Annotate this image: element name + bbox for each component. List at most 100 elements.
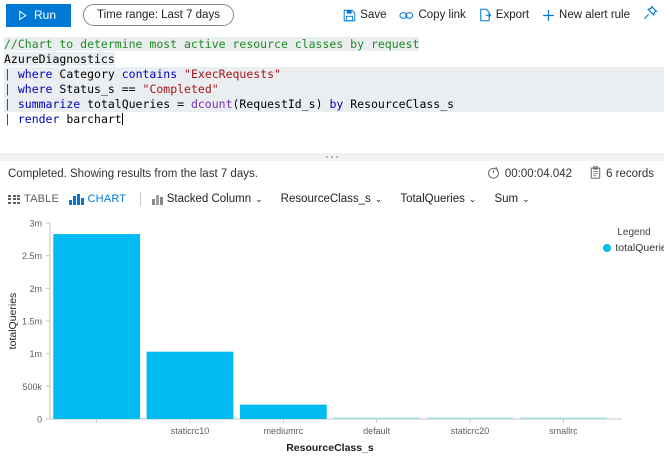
time-range-label: Time range: Last 7 days [97, 9, 220, 21]
code-operator-contains: contains [121, 67, 178, 81]
visualization-toolbar: TABLE CHART Stacked Column ⌄ ResourceCla… [0, 187, 664, 211]
query-editor[interactable]: //Chart to determine most active resourc… [0, 30, 664, 152]
export-label: Export [495, 9, 530, 21]
query-duration: 00:00:04.042 [487, 166, 572, 182]
x-axis-tick-label: staticrc10 [171, 426, 210, 436]
code-column: Category [52, 67, 122, 81]
code-pipe: | [4, 97, 18, 111]
code-line-2: AzureDiagnostics [4, 52, 664, 67]
y-axis-tick-label: 1m [29, 349, 42, 359]
code-column: Status_s [52, 82, 122, 96]
y-axis-tick-label: 2.5m [22, 251, 42, 261]
run-button-label: Run [34, 8, 57, 22]
chevron-down-icon: ⌄ [522, 193, 530, 204]
chevron-down-icon: ⌄ [374, 193, 383, 204]
chevron-down-icon: ⌄ [468, 193, 477, 204]
plus-icon [542, 9, 555, 22]
aggregation-label: Sum [494, 193, 519, 205]
timer-icon [487, 166, 500, 182]
y-axis-tick-label: 0 [37, 415, 42, 425]
code-line-3: | where Category contains "ExecRequests" [4, 67, 664, 82]
x-axis-tick-label: smallrc [549, 426, 578, 436]
x-axis-title: ResourceClass_s [286, 442, 374, 454]
chevron-down-icon: ⌄ [255, 193, 263, 204]
code-string: "Completed" [142, 82, 219, 96]
play-icon [17, 10, 28, 21]
chart-type-dropdown[interactable]: Stacked Column ⌄ [152, 193, 263, 205]
code-keyword-by: by [329, 97, 344, 111]
new-alert-rule-button[interactable]: New alert rule [542, 9, 630, 22]
legend-title: Legend [617, 227, 651, 238]
copy-link-button[interactable]: Copy link [399, 9, 466, 22]
tab-chart[interactable]: CHART [69, 193, 136, 205]
time-range-picker[interactable]: Time range: Last 7 days [83, 4, 234, 26]
code-line-5: | summarize totalQueries = dcount(Reques… [4, 97, 664, 112]
x-axis-tick-label: mediumrc [264, 426, 304, 436]
code-pipe: | [4, 112, 18, 126]
splitter-grip-icon [326, 156, 338, 158]
results-meta: 00:00:04.042 6 records [487, 161, 654, 187]
y-axis-tick-label: 2m [29, 284, 42, 294]
chart-container: 0 500k 1m 1.5m 2m 2.5m 3m totalQueries staticrc1… [0, 211, 664, 472]
record-count-value: 6 records [606, 168, 654, 180]
record-count: 6 records [590, 166, 654, 182]
y-axis-tick-label: 1.5m [22, 317, 42, 327]
toolbar-actions: Save Copy link Export [343, 0, 660, 30]
code-keyword-where: where [17, 82, 53, 96]
code-assignment: totalQueries = [80, 97, 191, 111]
chart-bar[interactable] [239, 404, 327, 419]
copy-link-label: Copy link [418, 9, 466, 21]
code-keyword-summarize: summarize [17, 97, 81, 111]
bar-chart-icon [69, 193, 84, 205]
code-function-dcount: dcount [190, 97, 233, 111]
x-axis-dropdown[interactable]: ResourceClass_s ⌄ [281, 193, 383, 205]
y-axis-tick-label: 3m [29, 219, 42, 229]
chart-bar[interactable] [519, 417, 607, 419]
export-button[interactable]: Export [479, 8, 529, 22]
clipboard-icon [590, 166, 601, 182]
top-toolbar: Run Time range: Last 7 days Save C [0, 0, 664, 30]
chart-type-label: Stacked Column [166, 193, 252, 205]
tab-table[interactable]: TABLE [8, 193, 69, 205]
save-button[interactable]: Save [343, 9, 386, 22]
y-axis-tick-label: 500k [22, 382, 42, 392]
pin-icon [643, 5, 658, 25]
toolbar-divider [140, 192, 142, 206]
text-caret [121, 113, 123, 125]
x-axis-tick-label: staticrc20 [451, 426, 490, 436]
aggregation-dropdown[interactable]: Sum ⌄ [494, 193, 529, 205]
pane-splitter[interactable] [0, 152, 664, 161]
chart-bar[interactable] [426, 417, 514, 419]
chart-bar[interactable] [333, 417, 421, 419]
column-chart-icon [152, 194, 163, 205]
table-grid-icon [8, 194, 20, 204]
code-keyword-render: render [17, 112, 60, 126]
code-table-name: AzureDiagnostics [4, 52, 115, 66]
code-string: "ExecRequests" [177, 67, 281, 81]
chart-legend: Legend totalQueries [603, 227, 664, 254]
x-axis-label: ResourceClass_s [280, 193, 371, 205]
code-line-6: | render barchart [4, 112, 664, 127]
pin-button[interactable] [643, 5, 660, 25]
save-icon [343, 9, 356, 22]
tab-table-label: TABLE [24, 193, 60, 205]
tab-chart-label: CHART [87, 193, 127, 205]
chart-bar[interactable] [146, 351, 234, 419]
code-pipe: | [4, 82, 18, 96]
duration-value: 00:00:04.042 [504, 168, 573, 180]
code-render-type: barchart [59, 112, 122, 126]
code-function-args: (RequestId_s) [232, 97, 330, 111]
bar-chart[interactable]: 0 500k 1m 1.5m 2m 2.5m 3m totalQueries staticrc1… [0, 211, 664, 472]
code-line-4: | where Status_s == "Completed" [4, 82, 664, 97]
legend-item[interactable]: totalQueries [603, 242, 664, 254]
x-axis-tick-label: default [363, 426, 391, 436]
code-comment: //Chart to determine most active resourc… [4, 37, 420, 51]
results-status-bar: Completed. Showing results from the last… [0, 161, 664, 187]
run-button[interactable]: Run [6, 3, 72, 27]
chart-bar[interactable] [53, 234, 141, 419]
y-axis-dropdown[interactable]: TotalQueries ⌄ [400, 193, 476, 205]
code-line-1: //Chart to determine most active resourc… [4, 37, 664, 52]
link-icon [399, 9, 414, 22]
status-text: Completed. Showing results from the last… [8, 168, 258, 180]
y-axis-title: totalQueries [7, 293, 19, 350]
